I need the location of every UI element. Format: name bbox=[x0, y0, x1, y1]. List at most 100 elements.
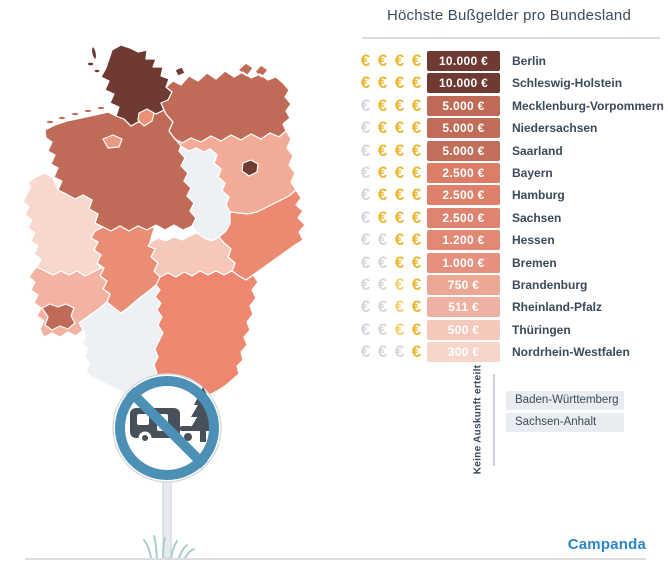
euro-icon: € bbox=[360, 185, 371, 205]
state-name-label: Berlin bbox=[512, 54, 547, 68]
euro-icon: € bbox=[377, 274, 388, 294]
euro-icon: € bbox=[411, 162, 422, 182]
euro-icon: € bbox=[360, 252, 371, 272]
euro-icon: € bbox=[411, 207, 422, 227]
euro-icon: € bbox=[360, 51, 371, 70]
euro-icon: € bbox=[377, 185, 388, 205]
sign-slash bbox=[126, 387, 208, 469]
title-divider bbox=[362, 37, 660, 39]
euro-icon: € bbox=[377, 140, 388, 160]
euro-icon: € bbox=[377, 118, 388, 138]
euro-icon: € bbox=[360, 118, 371, 138]
fine-row: € € € €511 € Rheinland-Pfalz bbox=[357, 297, 664, 318]
state-name-label: Bremen bbox=[512, 255, 557, 270]
map-state-mecklenburg-vorpommern bbox=[160, 62, 292, 144]
fine-amount-badge: 750 € bbox=[427, 274, 500, 295]
state-name-label: Saarland bbox=[512, 143, 563, 158]
euro-icon: € bbox=[377, 342, 388, 362]
euro-rating: € € € € bbox=[357, 51, 427, 71]
euro-icon: € bbox=[360, 73, 371, 93]
euro-rating: € € € € bbox=[357, 185, 427, 205]
euro-rating: € € € € bbox=[357, 230, 427, 250]
fine-amount-badge: 2.500 € bbox=[427, 207, 500, 228]
fine-amount-badge: 300 € bbox=[427, 342, 500, 363]
euro-icon: € bbox=[360, 274, 371, 294]
euro-icon: € bbox=[411, 185, 422, 205]
euro-icon: € bbox=[360, 319, 371, 339]
euro-icon: € bbox=[360, 207, 371, 227]
fine-row: € € € €1.200 € Hessen bbox=[357, 230, 664, 251]
state-name-label: Hamburg bbox=[512, 188, 565, 203]
fine-row: € € € €5.000 € Niedersachsen bbox=[357, 118, 664, 139]
sign-ring bbox=[115, 376, 219, 480]
euro-icon: € bbox=[411, 73, 422, 93]
euro-icon: € bbox=[394, 140, 405, 160]
fine-amount-badge: 2.500 € bbox=[427, 185, 500, 206]
brand-logo: Campanda bbox=[567, 536, 646, 553]
euro-rating: € € € € bbox=[357, 96, 427, 116]
fine-amount-badge: 2.500 € bbox=[427, 162, 500, 183]
euro-icon: € bbox=[394, 73, 405, 93]
euro-icon: € bbox=[411, 342, 422, 362]
euro-rating: € € € € bbox=[357, 118, 427, 138]
euro-icon: € bbox=[377, 230, 388, 250]
euro-icon: € bbox=[394, 297, 405, 317]
euro-icon: € bbox=[394, 230, 405, 250]
euro-icon: € bbox=[377, 73, 388, 93]
euro-icon: € bbox=[394, 207, 405, 227]
fine-amount-badge: 511 € bbox=[427, 297, 500, 318]
state-name-label: Schleswig-Holstein bbox=[512, 76, 623, 91]
fine-row: € € € €300 € Nordrhein-Westfalen bbox=[357, 342, 664, 363]
euro-icon: € bbox=[411, 118, 422, 138]
fine-row: € € € €5.000 € Mecklenburg-Vorpommern bbox=[357, 95, 664, 116]
fine-amount-badge: 5.000 € bbox=[427, 118, 500, 139]
euro-rating: € € € € bbox=[357, 342, 427, 362]
state-name-label: Sachsen bbox=[512, 210, 562, 225]
euro-icon: € bbox=[377, 95, 388, 115]
footer-divider bbox=[25, 558, 646, 560]
euro-icon: € bbox=[394, 162, 405, 182]
state-name-label: Thüringen bbox=[512, 322, 571, 337]
euro-icon: € bbox=[360, 342, 371, 362]
state-name-label: Brandenburg bbox=[512, 277, 588, 292]
euro-icon: € bbox=[360, 230, 371, 250]
map-state-berlin bbox=[241, 159, 259, 177]
no-info-vertical-label: Keine Auskunft erteilt bbox=[470, 364, 486, 474]
euro-icon: € bbox=[377, 252, 388, 272]
euro-rating: € € € € bbox=[357, 73, 427, 93]
euro-icon: € bbox=[360, 95, 371, 115]
state-name-label: Bayern bbox=[512, 165, 553, 180]
euro-rating: € € € € bbox=[357, 253, 427, 273]
euro-icon: € bbox=[360, 162, 371, 182]
euro-icon: € bbox=[411, 297, 422, 317]
map-state-bayern bbox=[146, 270, 259, 396]
euro-icon: € bbox=[411, 95, 422, 115]
euro-icon: € bbox=[411, 51, 422, 70]
euro-icon: € bbox=[411, 274, 422, 294]
no-info-label-text: Keine Auskunft erteilt bbox=[472, 364, 484, 474]
euro-icon: € bbox=[394, 342, 405, 362]
grass bbox=[143, 535, 195, 559]
no-info-divider bbox=[493, 374, 495, 466]
euro-icon: € bbox=[394, 319, 405, 339]
fine-row: € € € €5.000 € Saarland bbox=[357, 140, 664, 161]
state-name-label: Mecklenburg-Vorpommern bbox=[512, 98, 664, 113]
euro-icon: € bbox=[394, 95, 405, 115]
fine-row: € € € €750 € Brandenburg bbox=[357, 274, 664, 295]
map-state-saarland bbox=[41, 303, 76, 331]
euro-rating: € € € € bbox=[357, 320, 427, 340]
euro-icon: € bbox=[394, 51, 405, 70]
map-state-schleswig-holstein bbox=[86, 44, 186, 127]
euro-icon: € bbox=[411, 140, 422, 160]
fine-row: € € € €10.000 € Schleswig-Holstein bbox=[357, 73, 664, 94]
fine-row: € € € €10.000 € Berlin bbox=[357, 51, 664, 71]
euro-icon: € bbox=[411, 319, 422, 339]
fine-amount-badge: 5.000 € bbox=[427, 140, 500, 161]
no-info-state-box: Sachsen-Anhalt bbox=[506, 413, 624, 432]
page-title: Höchste Bußgelder pro Bundesland bbox=[386, 7, 632, 24]
state-name-label: Nordrhein-Westfalen bbox=[512, 345, 630, 360]
euro-rating: € € € € bbox=[357, 208, 427, 228]
euro-icon: € bbox=[360, 140, 371, 160]
